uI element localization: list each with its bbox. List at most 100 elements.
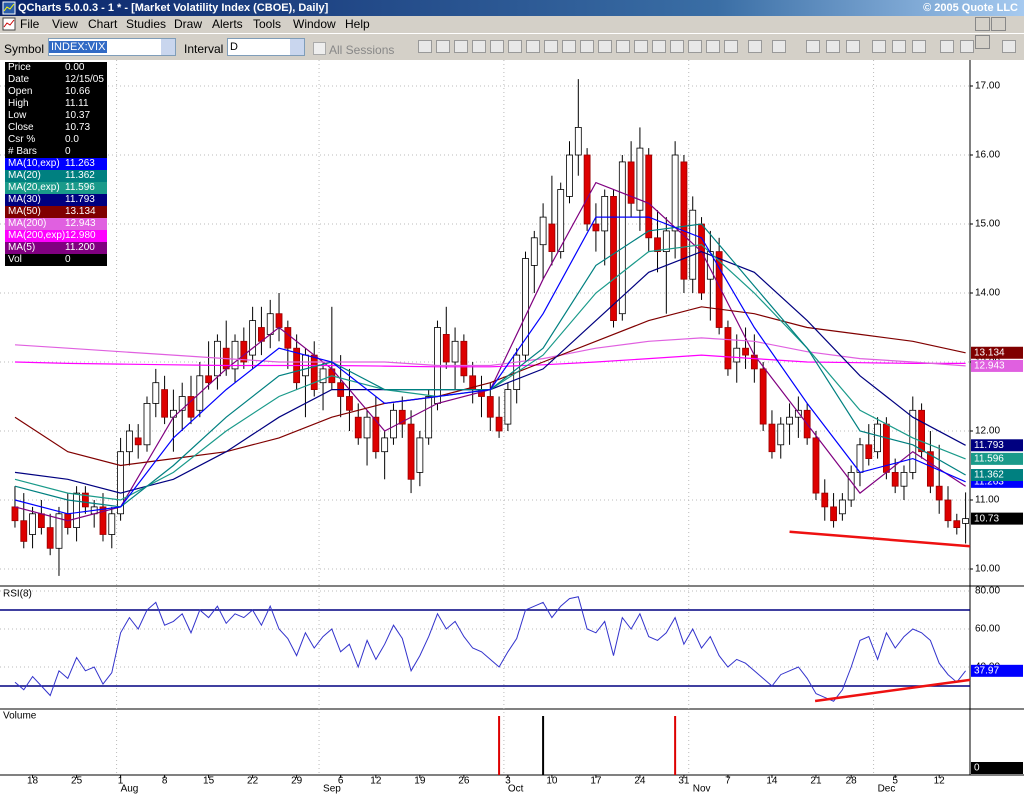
candle-body: [416, 437, 424, 473]
menu-item[interactable]: Draw: [174, 17, 203, 31]
menu-item[interactable]: Alerts: [212, 17, 243, 31]
candle-body: [865, 444, 873, 459]
tool-button[interactable]: [418, 40, 432, 53]
info-label: Csr %: [8, 134, 36, 145]
tool-button[interactable]: [508, 40, 522, 53]
candle-body: [574, 127, 582, 156]
x-tick-label: 29: [291, 776, 303, 787]
candle-body: [566, 154, 573, 197]
mdi-buttons[interactable]: [974, 17, 1020, 49]
candle-body: [847, 471, 855, 501]
info-row: High 11.11: [5, 98, 107, 110]
tool-button[interactable]: [652, 40, 666, 53]
candle-body: [442, 334, 450, 363]
tool-button[interactable]: [806, 40, 820, 53]
info-row: MA(200,exp) 12.980: [5, 230, 107, 242]
candle-body: [178, 396, 186, 411]
tool-button[interactable]: [940, 40, 954, 53]
candle-body: [99, 506, 107, 535]
chart: 10.0011.0012.0013.0014.0015.0016.0017.00…: [0, 60, 1024, 794]
tool-button[interactable]: [1002, 40, 1016, 53]
tool-button[interactable]: [526, 40, 540, 53]
info-row: MA(200) 12.943: [5, 218, 107, 230]
x-tick-label: 5: [892, 776, 898, 787]
y-tick-label: 10.00: [975, 564, 1000, 575]
candle-body: [170, 409, 177, 418]
value-box: [971, 664, 1023, 677]
tool-button[interactable]: [724, 40, 738, 53]
chart-background: [0, 60, 1024, 794]
interval-label: Interval: [184, 42, 224, 56]
dropdown-arrow[interactable]: [290, 39, 304, 55]
menu-item[interactable]: Window: [293, 17, 336, 31]
candle-body: [398, 409, 406, 425]
y-tick-label: 80.00: [975, 586, 1000, 597]
tool-button[interactable]: [892, 40, 906, 53]
tool-button[interactable]: [454, 40, 468, 53]
x-tick-label: 1: [118, 776, 124, 787]
tool-button[interactable]: [960, 40, 974, 53]
value-box-label: 12.943: [974, 361, 1005, 372]
tool-button[interactable]: [580, 40, 594, 53]
candle-body: [390, 409, 397, 439]
tool-button[interactable]: [748, 40, 762, 53]
tool-button[interactable]: [544, 40, 558, 53]
moving-average-line: [14, 337, 966, 367]
symbol-select[interactable]: INDEX:VIX: [48, 38, 176, 56]
candle-body: [918, 409, 925, 453]
candle-body: [81, 492, 89, 508]
candle-body: [319, 368, 327, 384]
candle-body: [11, 506, 19, 522]
candle-body: [29, 513, 36, 535]
tool-button[interactable]: [436, 40, 450, 53]
tool-button[interactable]: [688, 40, 702, 53]
tool-button[interactable]: [490, 40, 504, 53]
candle-body: [838, 499, 846, 515]
candle-body: [266, 313, 274, 335]
candle-body: [909, 409, 917, 473]
menu-item[interactable]: Studies: [126, 17, 167, 31]
menu-item[interactable]: Help: [345, 17, 370, 31]
info-label: Low: [8, 110, 27, 121]
info-label: Close: [8, 122, 34, 133]
close-box-label: 10.73: [974, 513, 999, 524]
tool-button[interactable]: [872, 40, 886, 53]
tool-button[interactable]: [598, 40, 612, 53]
tool-button[interactable]: [670, 40, 684, 53]
menu-item[interactable]: View: [52, 17, 78, 31]
menu-item[interactable]: Tools: [253, 17, 282, 31]
candle-body: [284, 327, 292, 349]
info-row: MA(20,exp) 11.596: [5, 182, 107, 194]
candle-body: [548, 223, 556, 253]
candle-body: [671, 154, 679, 232]
interval-select[interactable]: D: [227, 38, 305, 56]
candle-body: [530, 237, 538, 266]
tool-button[interactable]: [826, 40, 840, 53]
value-box: [971, 452, 1023, 465]
tool-button[interactable]: [472, 40, 486, 53]
info-label: MA(200): [8, 218, 47, 229]
value-box: [971, 762, 1023, 774]
tool-button[interactable]: [912, 40, 926, 53]
sessions-checkbox[interactable]: [313, 42, 326, 55]
dropdown-arrow[interactable]: [161, 39, 175, 55]
tool-button[interactable]: [706, 40, 720, 53]
menu-item[interactable]: File: [20, 17, 40, 31]
tool-button[interactable]: [634, 40, 648, 53]
month-label: Nov: [693, 784, 711, 794]
tool-button[interactable]: [772, 40, 786, 53]
y-tick-label: 16.00: [975, 150, 1000, 161]
candle-body: [874, 423, 881, 453]
info-row: Vol 0: [5, 254, 107, 266]
tool-button[interactable]: [562, 40, 576, 53]
x-tick-label: 25: [71, 776, 83, 787]
info-label: # Bars: [8, 146, 37, 157]
tool-button[interactable]: [616, 40, 630, 53]
candle-body: [601, 196, 609, 232]
candle-body: [821, 492, 829, 508]
info-row: # Bars 0: [5, 146, 107, 158]
menu-item[interactable]: Chart: [88, 17, 118, 31]
tool-button[interactable]: [846, 40, 860, 53]
symbol-label: Symbol: [4, 42, 45, 56]
candle-body: [346, 396, 353, 411]
